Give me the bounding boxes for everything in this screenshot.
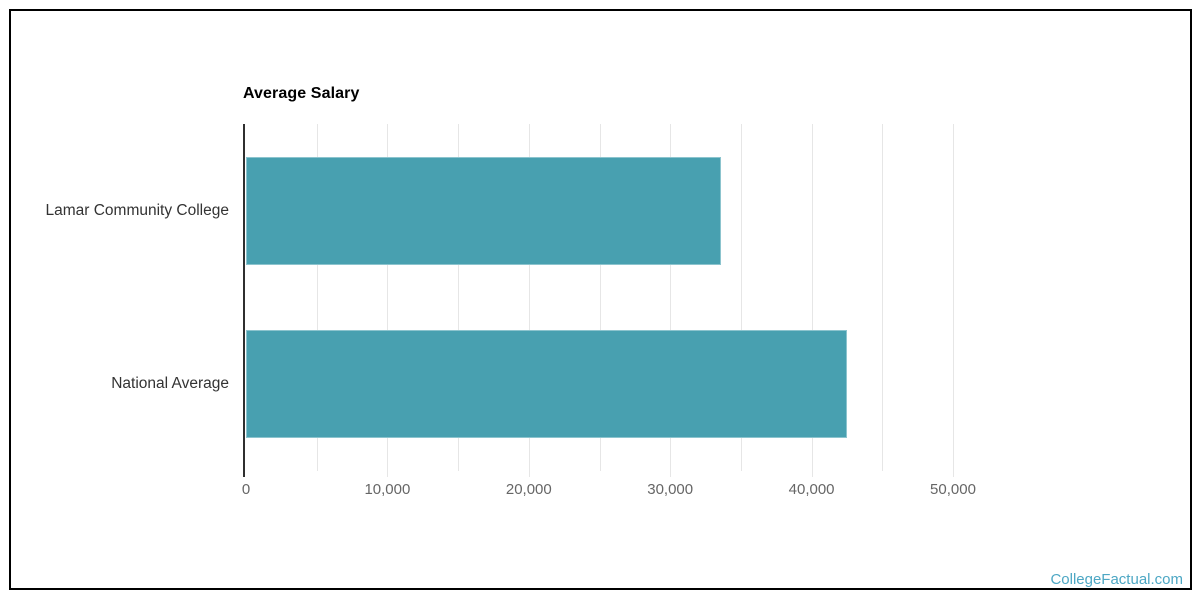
axis-tick [387,471,389,477]
gridline [740,124,742,471]
gridline [811,124,813,471]
category-axis-line [243,124,245,477]
category-label: Lamar Community College [45,201,230,219]
gridline [316,124,318,471]
outer-frame-border [9,9,1192,590]
gridline [670,124,672,471]
x-axis-tick-label: 30,000 [647,481,694,498]
x-axis-tick-label: 20,000 [505,481,552,498]
chart-title: Average Salary [243,85,360,102]
axis-tick [528,471,530,477]
collegefactual-credit-link[interactable]: CollegeFactual.com [1050,571,1183,588]
gridline [387,124,389,471]
gridline [953,124,954,471]
gridline [882,124,884,471]
axis-tick [953,471,954,477]
gridline [458,124,460,471]
salary-bar [246,330,847,439]
x-axis-tick-label: 0 [241,481,251,498]
axis-tick [811,471,813,477]
gridline [599,124,601,471]
x-axis-tick-label: 10,000 [364,481,411,498]
x-axis-tick-label: 40,000 [788,481,835,498]
axis-tick [670,471,672,477]
salary-bar [246,156,722,265]
x-axis-tick-label: 50,000 [930,481,976,498]
gridline [528,124,530,471]
category-label: National Average [111,375,229,393]
